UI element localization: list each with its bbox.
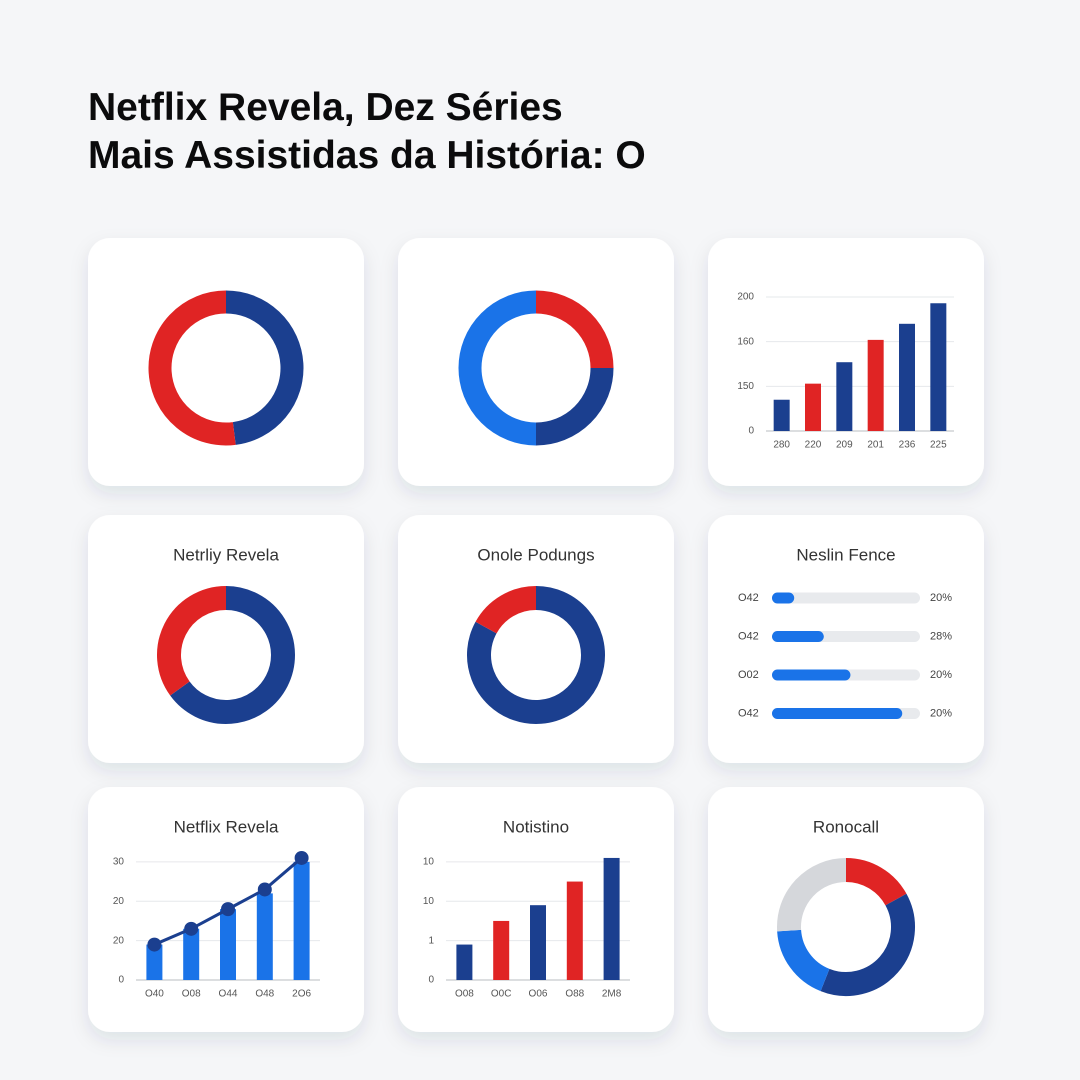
bar-track — [772, 592, 920, 604]
bar — [772, 708, 903, 719]
chart-title: Netflix Revela — [174, 817, 279, 836]
bar — [836, 362, 853, 431]
y-tick-label: 1 — [428, 935, 434, 946]
y-tick-label: 20 — [113, 896, 125, 907]
x-tick-label: O44 — [219, 989, 238, 1000]
donut-segment — [777, 858, 847, 932]
y-tick-label: 10 — [423, 896, 435, 907]
y-tick-label: 150 — [737, 381, 754, 392]
bar — [899, 323, 915, 431]
x-tick-label: 2O6 — [292, 989, 311, 1000]
x-tick-label: O08 — [455, 989, 474, 1000]
chart-card: Neslin Fence O42 20% O42 28% O02 20% O42 20% — [708, 515, 984, 763]
chart-card: Notistino 0 1 10 10 O08 O0C O06 O88 2M8 — [398, 787, 674, 1032]
bar — [256, 893, 273, 980]
chart-card: Netrliy Revela — [88, 515, 364, 763]
bar — [773, 399, 790, 431]
donut-segment — [820, 893, 915, 996]
y-tick-label: 0 — [118, 975, 124, 986]
x-tick-label: O06 — [529, 989, 548, 1000]
bar-label: O42 — [738, 592, 759, 604]
donut-segment — [535, 290, 614, 369]
chart-card: Ronocall — [708, 787, 984, 1032]
x-tick-label: O0C — [491, 989, 512, 1000]
line-point — [147, 937, 162, 952]
line-point — [294, 850, 309, 865]
donut-segment — [535, 367, 614, 446]
line-point — [184, 921, 199, 936]
line-point — [221, 902, 235, 917]
chart-card — [398, 238, 674, 486]
y-tick-label: 200 — [737, 292, 754, 303]
chart-title: Neslin Fence — [796, 545, 895, 564]
y-tick-label: 0 — [748, 426, 754, 437]
bar — [930, 303, 947, 431]
bar-label: O02 — [738, 669, 759, 681]
y-tick-label: 30 — [113, 857, 125, 868]
bar — [805, 383, 821, 431]
x-tick-label: O40 — [145, 989, 164, 1000]
bar — [293, 861, 310, 980]
x-tick-label: 280 — [773, 440, 790, 451]
donut-segment — [157, 586, 227, 696]
card — [708, 787, 984, 1032]
chart-title: Ronocall — [813, 817, 879, 836]
donut-segment — [458, 290, 537, 446]
y-tick-label: 20 — [113, 935, 125, 946]
line-point — [257, 882, 272, 897]
x-tick-label: 2M8 — [602, 989, 622, 1000]
card — [88, 238, 364, 486]
side-label: 20% — [930, 669, 952, 681]
donut-segment — [170, 586, 295, 724]
y-tick-label: 10 — [423, 857, 435, 868]
chart-title: Onole Podungs — [477, 545, 594, 564]
side-label: 28% — [930, 630, 952, 642]
chart-title: Notistino — [503, 817, 569, 836]
donut-segment — [225, 290, 304, 445]
donut-segment — [845, 858, 907, 906]
chart-card: 0 150 160 200 280 220 209 201 236 225 — [708, 238, 984, 486]
page-title: Mais Assistidas da História: O — [88, 134, 646, 177]
side-label: 20% — [930, 707, 952, 719]
bar — [603, 857, 620, 980]
x-tick-label: 209 — [836, 440, 853, 451]
side-label: 20% — [930, 592, 952, 604]
bar — [146, 944, 163, 980]
y-tick-label: 160 — [737, 336, 754, 347]
bar — [867, 339, 884, 431]
x-tick-label: 236 — [899, 440, 916, 451]
card — [398, 515, 674, 763]
card — [398, 238, 674, 486]
x-tick-label: O48 — [255, 989, 274, 1000]
chart-card — [88, 238, 364, 486]
donut-segment — [467, 586, 605, 724]
bar — [220, 909, 236, 980]
chart-card: Netflix Revela 0 20 20 30 O40 O08 O44 O48 2O6 — [88, 787, 364, 1032]
bar — [772, 669, 851, 681]
chart-title: Netrliy Revela — [173, 545, 279, 564]
donut-segment — [148, 290, 236, 446]
bar — [183, 928, 200, 980]
bar — [772, 592, 795, 604]
bar — [772, 631, 824, 642]
x-tick-label: 225 — [930, 440, 947, 451]
x-tick-label: O08 — [182, 989, 201, 1000]
bar — [456, 944, 473, 980]
bar — [530, 905, 546, 980]
donut-segment — [475, 586, 537, 634]
donut-segment — [777, 929, 830, 992]
bar-label: O42 — [738, 707, 759, 719]
chart-card: Onole Podungs — [398, 515, 674, 763]
x-tick-label: 220 — [805, 440, 822, 451]
page-title: Netflix Revela, Dez Séries — [88, 86, 563, 129]
y-tick-label: 0 — [428, 975, 434, 986]
x-tick-label: O88 — [565, 989, 584, 1000]
bar-label: O42 — [738, 630, 759, 642]
bar — [493, 920, 510, 980]
card — [88, 515, 364, 763]
x-tick-label: 201 — [867, 440, 884, 451]
bar — [566, 881, 583, 980]
